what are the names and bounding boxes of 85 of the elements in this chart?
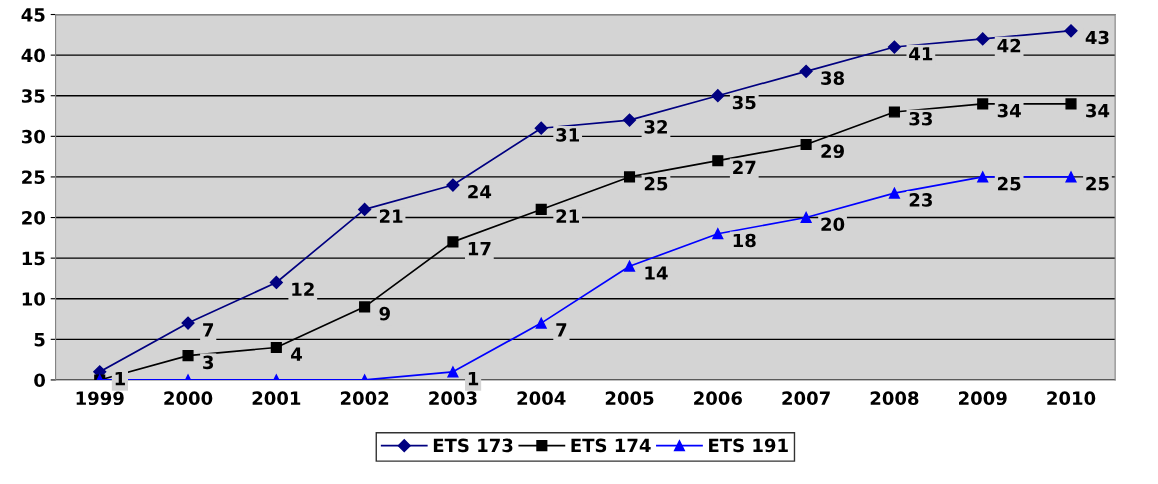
y-tick-label: 30 (21, 129, 45, 144)
legend-label: ETS 191 (709, 438, 788, 453)
x-tick-label: 2000 (164, 391, 213, 406)
x-tick-label: 2006 (694, 391, 742, 406)
x-tick-label: 2004 (517, 391, 566, 406)
data-label: 3 (203, 355, 214, 370)
data-label: 24 (468, 184, 492, 199)
data-label: 17 (468, 242, 491, 256)
data-label: 23 (909, 193, 932, 207)
point (622, 113, 637, 127)
point (447, 366, 459, 378)
data-label: 1 (115, 371, 125, 386)
point (800, 211, 812, 224)
data-label: 43 (1085, 30, 1109, 45)
point (888, 106, 900, 118)
point (534, 121, 548, 135)
data-label: 21 (556, 209, 579, 223)
y-tick-label: 0 (34, 373, 45, 388)
legend-label: ETS 174 (571, 438, 651, 453)
point (359, 301, 371, 313)
data-label: 31 (556, 128, 579, 142)
data-label: 12 (292, 282, 314, 296)
y-tick-label: 40 (21, 48, 45, 63)
x-tick-label: 1999 (76, 391, 124, 406)
x-tick-label: 2002 (340, 391, 389, 406)
data-label: 20 (821, 217, 845, 232)
point (181, 316, 195, 330)
point (800, 138, 812, 151)
point (269, 275, 283, 290)
data-label: 25 (998, 176, 1021, 191)
point (623, 260, 636, 272)
data-label: 29 (821, 144, 844, 159)
point (446, 178, 460, 192)
data-label: 14 (645, 266, 668, 280)
y-tick-label: 5 (34, 333, 45, 347)
point (799, 64, 813, 78)
data-label: 4 (291, 347, 302, 361)
point (712, 228, 724, 240)
x-tick-label: 2007 (782, 391, 830, 406)
y-tick-label: 25 (22, 170, 45, 185)
data-label: 7 (556, 323, 567, 337)
data-label: 25 (1086, 176, 1109, 191)
data-label: 7 (203, 323, 214, 337)
data-label: 34 (1086, 103, 1110, 118)
y-tick-label: 35 (21, 89, 45, 103)
point (712, 155, 724, 167)
point (888, 187, 900, 199)
y-tick-label: 15 (22, 251, 45, 266)
data-label: 42 (997, 38, 1021, 53)
data-label: 34 (997, 103, 1021, 118)
y-tick-label: 10 (22, 292, 45, 306)
x-tick-label: 2009 (959, 391, 1007, 406)
data-label: 33 (909, 111, 932, 126)
point (711, 89, 725, 103)
y-tick-label: 45 (21, 8, 45, 22)
point (977, 171, 989, 183)
point (1065, 98, 1077, 110)
x-tick-label: 2008 (870, 391, 919, 406)
data-label: 9 (379, 306, 390, 321)
point (976, 32, 990, 46)
point (977, 98, 989, 110)
x-tick-label: 2010 (1047, 391, 1096, 406)
point (535, 317, 547, 329)
point (535, 203, 547, 215)
legend-label: ETS 173 (433, 438, 513, 453)
point (447, 236, 459, 248)
x-tick-label: 2001 (252, 391, 301, 406)
point (1064, 24, 1078, 38)
point (887, 40, 901, 54)
data-label: 32 (644, 120, 667, 134)
data-label: 38 (821, 71, 845, 85)
data-label: 27 (733, 160, 756, 174)
x-tick-label: 2003 (429, 391, 477, 406)
y-tick-label: 20 (22, 210, 45, 225)
point (182, 350, 194, 362)
data-label: 25 (644, 176, 668, 191)
point (270, 341, 282, 354)
data-label: 1 (468, 371, 479, 386)
data-label: 21 (379, 209, 403, 223)
data-label: 18 (733, 233, 756, 248)
data-label: 35 (732, 95, 756, 110)
data-label: 41 (909, 47, 933, 61)
point (358, 202, 372, 216)
x-tick-label: 2005 (605, 391, 654, 406)
point (623, 171, 636, 183)
